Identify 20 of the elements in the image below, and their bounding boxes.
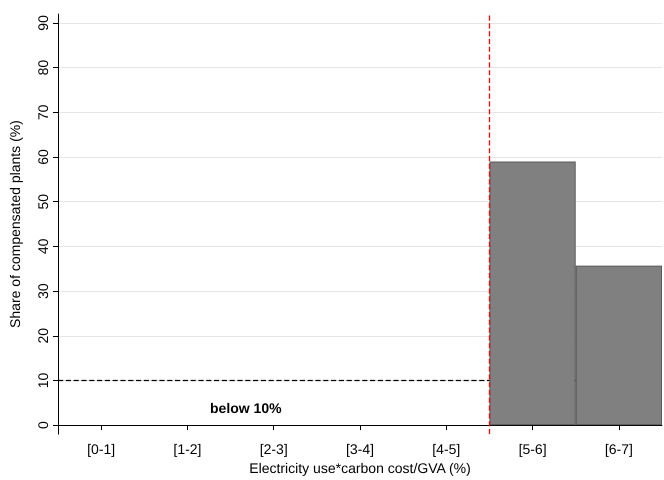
y-tick-label: 0 <box>35 421 51 430</box>
y-tick-label: 90 <box>35 14 51 31</box>
y-tick-label: 20 <box>35 328 51 344</box>
y-tick-label: 70 <box>35 104 51 120</box>
annotation: below 10% <box>210 400 282 416</box>
y-tick-label: 10 <box>35 372 51 388</box>
x-tick-label: [4-5] <box>432 441 460 458</box>
x-tick-label: [2-3] <box>260 441 288 458</box>
x-axis-title: Electricity use*carbon cost/GVA (%) <box>249 460 471 476</box>
y-tick-label: 60 <box>35 149 51 165</box>
x-tick-label: [6-7] <box>604 441 633 458</box>
y-tick-label: 30 <box>35 283 51 299</box>
y-tick-label: 50 <box>35 194 51 210</box>
y-tick-label: 40 <box>35 238 51 254</box>
x-tick-label: [1-2] <box>173 441 202 458</box>
x-tick-label: [3-4] <box>346 441 374 458</box>
x-tick-label: [5-6] <box>518 441 547 458</box>
y-tick-label: 80 <box>35 60 51 76</box>
y-axis-title: Share of compensated plants (%) <box>7 120 23 328</box>
x-tick-label: [0-1] <box>87 441 116 458</box>
